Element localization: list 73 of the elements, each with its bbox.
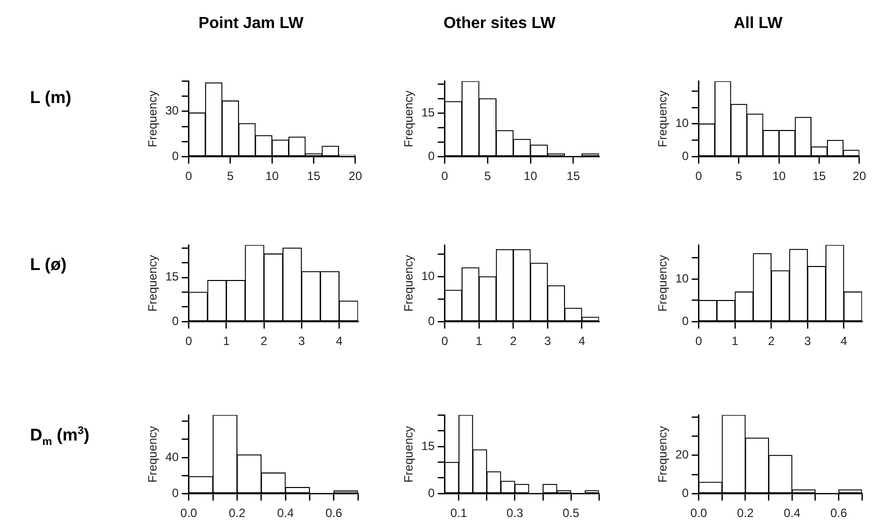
x-tick-label: 4 — [578, 334, 586, 348]
y-tick-label: 0 — [682, 486, 690, 500]
y-tick-label: 0 — [428, 314, 436, 328]
x-tick-label: 0.0 — [690, 506, 708, 520]
y-axis-title: Frequency — [656, 90, 670, 148]
y-axis-title: Frequency — [146, 426, 160, 483]
x-tick-label: 0.2 — [228, 506, 246, 520]
text: D$_{m}$ (m$^{3}$) — [30, 425, 90, 448]
x-tick-label: 0.6 — [830, 506, 848, 520]
x-tick-label: 1 — [223, 334, 230, 348]
x-tick-label: 15 — [812, 169, 826, 184]
y-tick-label: 10 — [675, 271, 690, 286]
y-tick-label: 30 — [165, 104, 180, 118]
x-tick-label: 5 — [736, 169, 743, 184]
x-tick-label: 15 — [307, 169, 321, 184]
x-tick-label: 20 — [852, 169, 866, 184]
y-tick-label: 0 — [172, 314, 180, 328]
x-tick-label: 2 — [510, 334, 517, 348]
y-tick-label: 0 — [172, 148, 180, 163]
chart-title: Other sites LW — [443, 15, 556, 32]
y-tick-label: 15 — [165, 270, 180, 284]
x-tick-label: 3 — [804, 334, 812, 348]
x-tick-label: 0 — [441, 334, 448, 348]
x-tick-label: 1 — [732, 334, 739, 348]
x-tick-label: 10 — [772, 169, 786, 184]
x-tick-label: 0.3 — [506, 506, 524, 520]
x-tick-label: 0.2 — [737, 506, 754, 520]
text: L (m) — [30, 88, 72, 108]
y-tick-label: 40 — [165, 450, 180, 464]
y-axis-title: Frequency — [402, 426, 416, 483]
x-tick-label: 0.4 — [784, 506, 801, 520]
x-tick-label: 0 — [695, 334, 702, 348]
y-tick-label: 0 — [172, 486, 180, 500]
chart-title: Point Jam LW — [198, 15, 304, 32]
x-tick-label: 10 — [265, 169, 280, 184]
y-axis-title: Frequency — [402, 90, 416, 148]
x-tick-label: 3 — [544, 334, 552, 348]
x-tick-label: 4 — [840, 334, 848, 348]
x-tick-label: 15 — [566, 169, 580, 184]
y-tick-label: 0 — [682, 148, 690, 163]
x-tick-label: 0 — [441, 169, 448, 184]
y-axis-title: Frequency — [656, 426, 670, 483]
y-tick-label: 0 — [428, 486, 436, 500]
x-tick-label: 2 — [768, 334, 775, 348]
x-tick-label: 20 — [348, 169, 362, 184]
y-tick-label: 10 — [675, 116, 690, 130]
x-tick-label: 0 — [185, 169, 192, 184]
y-axis-title: Frequency — [656, 254, 670, 312]
x-tick-label: 0.0 — [180, 506, 198, 520]
x-tick-label: 0.1 — [450, 506, 468, 520]
x-tick-label: 3 — [298, 334, 306, 348]
x-tick-label: 1 — [476, 334, 483, 348]
y-tick-label: 15 — [421, 438, 436, 453]
chart-title: All LW — [734, 15, 784, 32]
x-tick-label: 0 — [695, 169, 702, 184]
x-tick-label: 0.6 — [325, 506, 342, 520]
y-tick-label: 0 — [428, 148, 436, 163]
y-axis-title: Frequency — [402, 254, 416, 312]
x-tick-label: 10 — [524, 169, 538, 184]
x-tick-label: 5 — [227, 169, 234, 184]
y-tick-label: 15 — [421, 105, 436, 120]
x-tick-label: 5 — [484, 169, 492, 184]
x-tick-label: 2 — [260, 334, 268, 348]
y-axis-title: Frequency — [146, 90, 160, 148]
y-tick-label: 20 — [675, 448, 690, 462]
x-tick-label: 0.5 — [562, 506, 580, 520]
y-tick-label: 10 — [421, 268, 436, 283]
x-tick-label: 4 — [336, 334, 343, 348]
x-tick-label: 0 — [185, 334, 192, 348]
y-axis-title: Frequency — [146, 254, 160, 312]
x-tick-label: 0.4 — [277, 506, 294, 520]
text: L (ø) — [30, 255, 67, 275]
y-tick-label: 0 — [682, 314, 690, 328]
